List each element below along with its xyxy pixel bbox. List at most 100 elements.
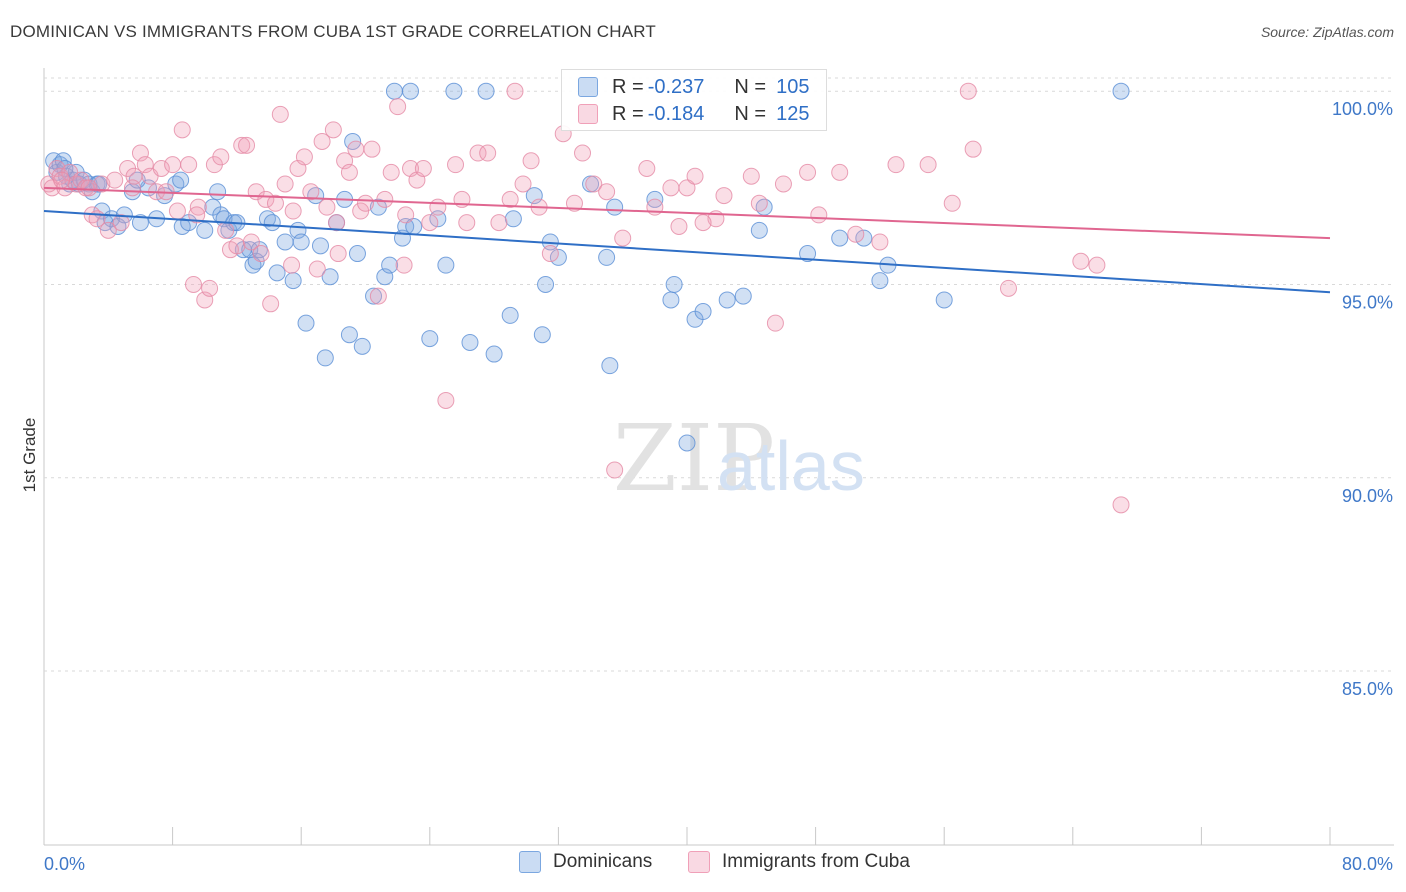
dominican-point: [196, 221, 214, 239]
cuba-point: [490, 214, 508, 232]
chart-title: DOMINICAN VS IMMIGRANTS FROM CUBA 1ST GR…: [10, 22, 656, 41]
cuba-point: [308, 260, 326, 278]
cuba-point: [233, 136, 251, 154]
legend-item-cuba[interactable]: Immigrants from Cuba: [688, 851, 910, 873]
dominican-point: [297, 314, 315, 332]
n-label: N =: [734, 75, 767, 98]
y-tick-label: 100.0%: [1332, 99, 1393, 119]
dominican-point: [665, 275, 683, 293]
dominican-point: [678, 434, 696, 452]
cuba-point: [831, 163, 849, 181]
dominican-point: [694, 303, 712, 321]
cuba-point: [188, 206, 206, 224]
cuba-point: [414, 160, 432, 178]
dominican-point: [461, 333, 479, 351]
dominican-point: [429, 210, 447, 228]
dominican-point: [485, 345, 503, 363]
dominican-point: [131, 214, 149, 232]
cuba-point: [318, 198, 336, 216]
cuba-point: [1088, 256, 1106, 274]
cuba-legend-swatch: [688, 851, 710, 873]
cuba-point: [670, 217, 688, 235]
cuba-point: [585, 175, 603, 193]
dominican-point: [402, 82, 420, 100]
cuba-point: [959, 82, 977, 100]
dominican-point: [831, 229, 849, 247]
cuba-point: [810, 206, 828, 224]
dominican-point: [935, 291, 953, 309]
legend-item-dominicans[interactable]: Dominicans: [519, 851, 652, 873]
cuba-point: [376, 190, 394, 208]
cuba-point: [363, 140, 381, 158]
cuba-point: [228, 237, 246, 255]
dominican-point: [316, 349, 334, 367]
watermark-atlas: atlas: [717, 427, 865, 505]
dominican-point: [871, 272, 889, 290]
source-credit: Source: ZipAtlas.com: [1260, 24, 1394, 40]
cuba-point: [606, 461, 624, 479]
x-tick-label: 80.0%: [1342, 854, 1393, 874]
cuba-point: [168, 202, 186, 220]
dominican-point: [549, 248, 567, 266]
y-tick-label: 90.0%: [1342, 486, 1393, 506]
cuba-point: [395, 256, 413, 274]
y-tick-label: 95.0%: [1342, 292, 1393, 312]
cuba-point: [389, 98, 407, 116]
cuba-point: [112, 214, 130, 232]
cuba-point: [847, 225, 865, 243]
cuba-point: [522, 152, 540, 170]
dominican-point: [209, 183, 227, 201]
cuba-point: [369, 287, 387, 305]
dominican-point: [477, 82, 495, 100]
dominican-point: [172, 171, 190, 189]
cuba-point: [238, 136, 256, 154]
dominican-point: [734, 287, 752, 305]
dominican-point: [381, 256, 399, 274]
cuba-point: [458, 214, 476, 232]
n-value: 125: [776, 102, 810, 125]
cuba-point: [276, 175, 294, 193]
y-tick-label: 85.0%: [1342, 679, 1393, 699]
cuba-point: [437, 391, 455, 409]
dominicans-trend-line: [43, 210, 1331, 294]
dominican-point: [385, 82, 403, 100]
cuba-point: [123, 179, 141, 197]
dominican-point: [268, 264, 286, 282]
cuba-point: [479, 144, 497, 162]
cuba-point: [574, 144, 592, 162]
dominican-point: [598, 248, 616, 266]
dominican-point: [353, 337, 371, 355]
cuba-point: [252, 245, 270, 263]
dominicans-legend-swatch: [519, 851, 541, 873]
cuba-point: [421, 214, 439, 232]
cuba-point: [397, 206, 415, 224]
dominican-point: [292, 233, 310, 251]
x-tick-label: 0.0%: [44, 854, 85, 874]
cuba-point: [340, 163, 358, 181]
series-dominicans-points: [45, 82, 1130, 452]
dominican-point: [662, 291, 680, 309]
dominican-point: [799, 245, 817, 263]
cuba-point: [271, 105, 289, 123]
dominican-point: [321, 268, 339, 286]
stats-legend: R = -0.237 N = 105 R = -0.184 N = 125: [561, 69, 827, 131]
cuba-point: [242, 233, 260, 251]
dominican-point: [606, 198, 624, 216]
dominican-point: [284, 272, 302, 290]
r-value: -0.184: [647, 102, 705, 125]
cuba-point: [715, 187, 733, 205]
cuba-point: [328, 214, 346, 232]
dominican-point: [501, 306, 519, 324]
cuba-point: [598, 183, 616, 201]
dominican-point: [1112, 82, 1130, 100]
cuba-point: [347, 140, 365, 158]
cuba-point: [750, 194, 768, 212]
series-cuba-points: [40, 82, 1130, 514]
dominican-point: [421, 330, 439, 348]
dominican-point: [601, 357, 619, 375]
cuba-point: [943, 194, 961, 212]
cuba-point: [329, 245, 347, 263]
dominican-point: [750, 221, 768, 239]
cuba-point: [964, 140, 982, 158]
